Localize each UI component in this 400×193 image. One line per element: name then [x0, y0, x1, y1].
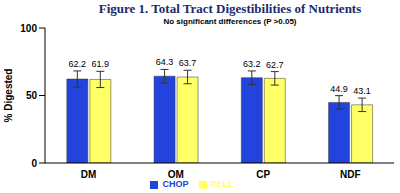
- svg-text:63.2: 63.2: [243, 59, 261, 69]
- svg-text:0: 0: [31, 158, 37, 169]
- html-text:No significant differences (P: No significant differences (P >0.05): [163, 17, 297, 26]
- svg-text:100: 100: [20, 23, 37, 34]
- svg-text:NDF: NDF: [340, 169, 361, 180]
- svg-text:63.7: 63.7: [179, 58, 197, 68]
- svg-text:62.7: 62.7: [266, 60, 284, 70]
- html-text:Figure 1. Total Tract Digestib: Figure 1. Total Tract Digestibilities of…: [98, 1, 362, 16]
- html-text:CHOP: CHOP: [162, 179, 189, 189]
- svg-text:61.9: 61.9: [92, 59, 110, 69]
- svg-text:CP: CP: [256, 169, 270, 180]
- svg-text:62.2: 62.2: [69, 59, 87, 69]
- svg-text:OM: OM: [168, 169, 184, 180]
- svg-text:% Digested: % Digested: [8, 69, 14, 123]
- svg-text:DM: DM: [81, 169, 97, 180]
- svg-text:43.1: 43.1: [353, 86, 371, 96]
- html-text:PELL: PELL: [210, 179, 234, 189]
- svg-text:44.9: 44.9: [330, 84, 348, 94]
- svg-text:50: 50: [26, 90, 38, 101]
- svg-text:64.3: 64.3: [156, 57, 174, 67]
